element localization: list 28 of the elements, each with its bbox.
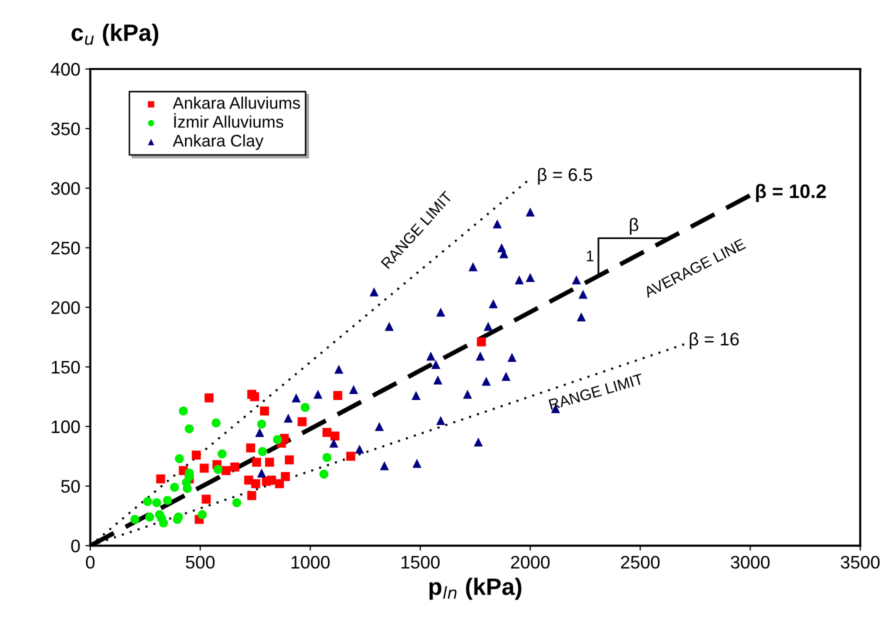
legend-label: Ankara Alluviums: [172, 96, 300, 109]
x-tick-label: 500: [186, 556, 215, 569]
y-tick-label: 300: [51, 182, 80, 195]
x-tick-label: 1500: [402, 556, 440, 569]
y-tick-label: 0: [71, 540, 80, 552]
x-tick-label: 0: [86, 556, 95, 569]
x-tick-label: 1000: [292, 556, 330, 569]
legend-label: İzmir Alluviums: [174, 113, 284, 128]
annotation: β = 10.2: [756, 184, 826, 202]
y-tick-label: 50: [61, 480, 80, 493]
y-axis-title: c$_{u}$ (kPa): [72, 24, 158, 46]
x-tick-label: 2000: [511, 556, 550, 569]
x-tick-label: 3000: [730, 556, 770, 569]
legend-label: Ankara Clay: [172, 134, 264, 150]
y-tick-label: 350: [51, 122, 80, 136]
x-axis-title: p$_{ln}$ (kPa): [429, 578, 522, 600]
annotation: β: [630, 218, 638, 235]
annotation: β = 16: [690, 332, 739, 350]
annotation: 1: [586, 250, 594, 262]
annotation: RANGE LIMIT: [548, 373, 644, 410]
y-tick-label: 100: [52, 420, 80, 434]
y-tick-label: 150: [52, 360, 80, 374]
annotation: β = 6.5: [538, 168, 592, 185]
x-tick-label: 2500: [621, 556, 660, 569]
y-tick-label: 200: [51, 301, 80, 314]
y-tick-label: 400: [50, 62, 80, 76]
x-tick-label: 3500: [840, 556, 880, 569]
y-tick-label: 250: [51, 242, 80, 254]
